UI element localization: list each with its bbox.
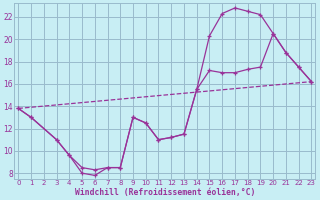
X-axis label: Windchill (Refroidissement éolien,°C): Windchill (Refroidissement éolien,°C) bbox=[75, 188, 255, 197]
